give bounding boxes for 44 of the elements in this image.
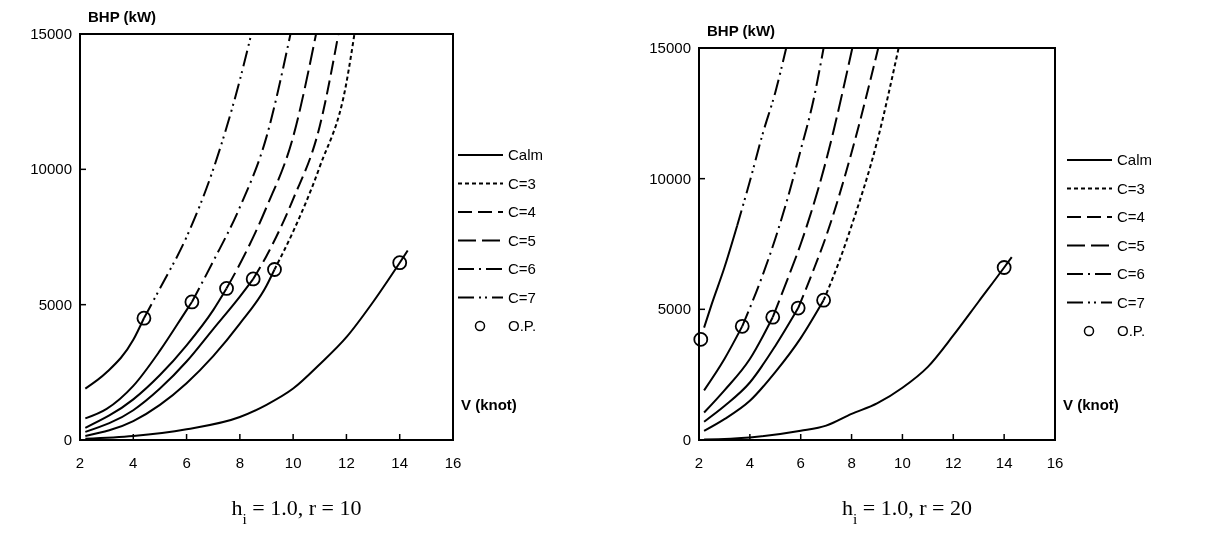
y-tick-label: 10000 (649, 169, 691, 187)
x-tick-label: 12 (944, 454, 962, 471)
legend-label: Calm (508, 146, 544, 163)
x-tick-label: 4 (745, 454, 755, 471)
legend-label: C=3 (508, 174, 536, 192)
legend-label: C=6 (508, 260, 536, 277)
text: h$_{i}$ = 1.0, r = 10 (231, 495, 362, 527)
x-tick-label: 8 (847, 454, 856, 471)
x-tick-label: 10 (894, 454, 911, 471)
y-tick-label: 15000 (30, 25, 72, 42)
y-tick-label: 15000 (649, 39, 691, 56)
text: h$_{i}$ = 1.0, r = 20 (842, 495, 972, 527)
legend-label: C=4 (1117, 208, 1145, 225)
legend-label: Calm (1117, 151, 1153, 168)
x-tick-label: 8 (235, 454, 245, 471)
x-tick-label: 4 (129, 454, 138, 471)
y-tick-label: 10000 (30, 160, 72, 178)
legend-label: C=4 (508, 203, 536, 220)
legend-label: C=3 (1117, 179, 1145, 197)
x-tick-label: 2 (694, 454, 704, 471)
legend-label: C=5 (1117, 236, 1145, 254)
x-tick-label: 12 (338, 454, 355, 471)
x-tick-label: 16 (444, 454, 462, 471)
legend-label: C=7 (1117, 293, 1145, 311)
y-tick-label: 0 (63, 431, 72, 448)
x-tick-label: 10 (284, 454, 302, 471)
y-axis-title: BHP (kW) (88, 8, 157, 25)
legend-label: C=7 (508, 288, 536, 306)
x-axis-title: V (knot) (1063, 396, 1119, 413)
x-tick-label: 16 (1046, 454, 1064, 471)
y-axis-title: BHP (kW) (707, 22, 776, 39)
x-axis-title: V (knot) (461, 396, 517, 413)
y-tick-label: 5000 (657, 300, 691, 318)
legend-label: O.P. (1117, 322, 1146, 339)
legend-label: C=6 (1117, 265, 1145, 282)
y-tick-label: 0 (682, 431, 691, 448)
x-tick-label: 14 (391, 454, 409, 471)
x-tick-label: 6 (796, 454, 805, 471)
legend-label: O.P. (508, 317, 537, 334)
x-tick-label: 2 (75, 454, 85, 471)
y-tick-label: 5000 (38, 295, 72, 313)
legend-label: C=5 (508, 231, 536, 249)
x-tick-label: 6 (182, 454, 191, 471)
x-tick-label: 14 (995, 454, 1013, 471)
